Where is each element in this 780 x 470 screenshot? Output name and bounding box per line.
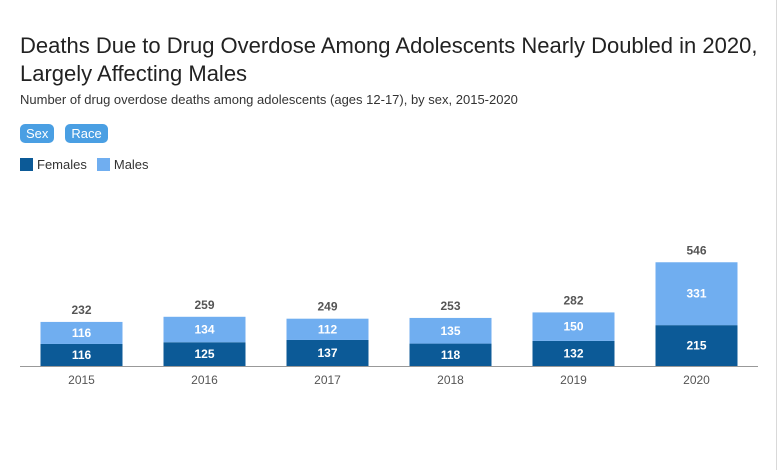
tab-race[interactable]: Race [65,124,108,143]
bar-label-females-2015: 116 [72,348,92,362]
bar-females-2015 [40,343,123,366]
total-label-2016: 259 [194,298,214,312]
total-label-2017: 249 [317,300,337,314]
bar-label-males-2019: 150 [563,320,583,334]
bar-males-2019 [532,312,615,341]
x-tick-label-2015: 2015 [68,373,95,387]
x-tick-label-2018: 2018 [437,373,464,387]
bar-males-2015 [40,321,123,344]
bar-label-females-2020: 215 [686,339,706,353]
bar-label-females-2018: 118 [441,348,461,362]
view-tabs: Sex Race [20,124,108,143]
total-label-2018: 253 [440,299,460,313]
total-label-2020: 546 [686,243,706,257]
bar-females-2017 [286,339,369,366]
bar-females-2019 [532,340,615,366]
legend-item-females: Females [20,157,87,172]
bar-females-2016 [163,342,246,366]
bar-females-2018 [409,343,492,366]
bar-label-males-2020: 331 [686,287,706,301]
bar-males-2017 [286,318,369,340]
legend-label-females: Females [37,157,87,172]
bar-males-2020 [655,262,738,326]
x-tick-label-2017: 2017 [314,373,341,387]
bar-males-2018 [409,317,492,344]
legend-item-males: Males [96,157,149,172]
tab-sex[interactable]: Sex [20,124,55,143]
total-label-2019: 282 [563,293,583,307]
chart-subtitle: Number of drug overdose deaths among ado… [20,92,518,107]
total-label-2015: 232 [71,303,91,317]
bar-label-females-2017: 137 [317,346,337,360]
bar-label-males-2016: 134 [194,323,214,337]
x-tick-label-2016: 2016 [191,373,218,387]
legend-swatch-females [20,158,33,171]
legend-label-males: Males [113,157,149,172]
chart-legend: Females Males [20,157,149,172]
bar-females-2020 [655,325,738,366]
chart-title: Deaths Due to Drug Overdose Among Adoles… [20,33,758,86]
bar-label-males-2018: 135 [440,324,460,338]
legend-swatch-males [96,158,110,171]
bar-label-females-2019: 132 [563,346,583,360]
x-tick-label-2019: 2019 [560,373,587,387]
bar-label-males-2017: 112 [318,322,338,336]
bar-label-males-2015: 116 [72,326,92,340]
bar-males-2016 [163,316,246,343]
x-tick-label-2020: 2020 [683,373,710,387]
bar-label-females-2016: 125 [194,347,214,361]
